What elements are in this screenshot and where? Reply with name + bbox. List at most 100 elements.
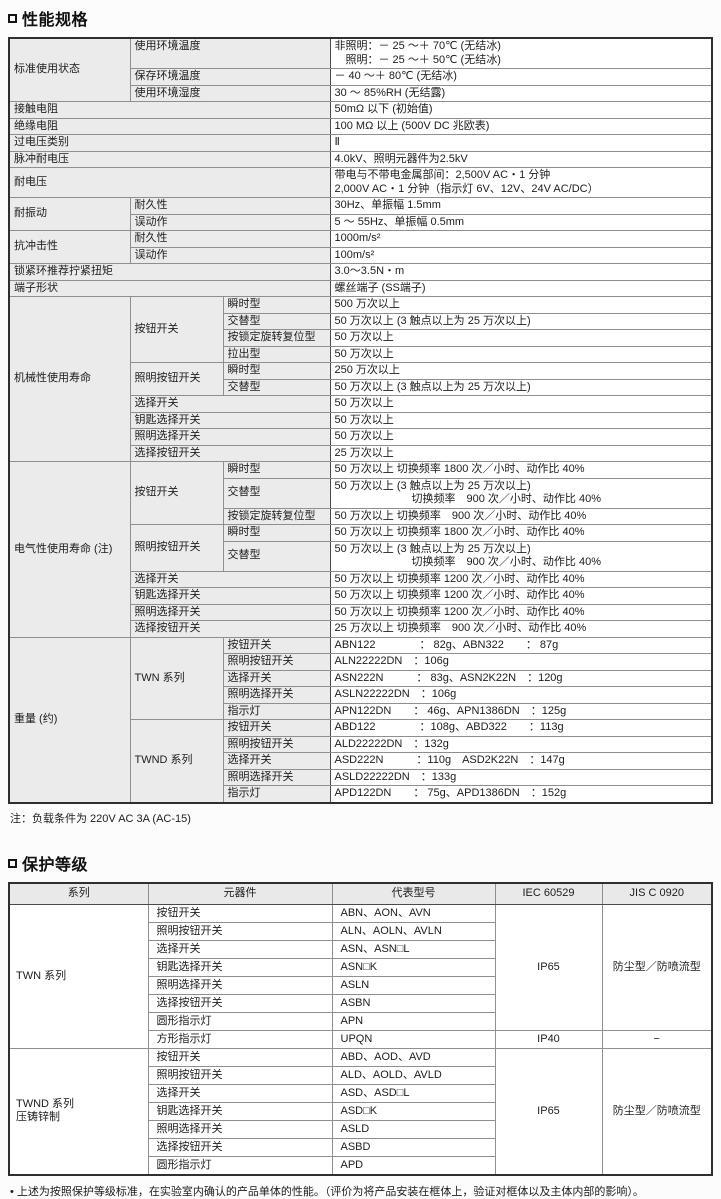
load-condition-note: 注：负载条件为 220V AC 3A (AC-15): [10, 812, 191, 825]
row-label-cell: 电气性使用寿命 (注): [8, 461, 131, 638]
value-cell: 5 ～ 55Hz、单振幅 0.5mm: [329, 213, 713, 231]
table-row: 选择按钮开关 25 万次以上 切换频率 900 次／小时、动作比 40%: [9, 620, 713, 638]
table-row: 照明选择开关 ASLD: [9, 1120, 712, 1139]
row-label-cell: 指示灯: [222, 702, 331, 720]
row-label-cell: 误动作: [129, 246, 331, 264]
table-row: TWND 系列 按钮开关 ABD122 ：108g、ABD322 ：113g: [9, 719, 713, 803]
row-label-cell: 使用环境温度: [129, 37, 331, 69]
table-row: 选择按钮开关 ASBN: [9, 994, 712, 1013]
row-label-cell: 瞬时型: [222, 296, 331, 314]
row-label-cell: 照明选择开关: [129, 428, 331, 446]
table-row: 圆形指示灯 APD: [9, 1156, 712, 1175]
row-label-cell: 照明选择开关: [222, 768, 331, 786]
row-label-cell: 拉出型: [222, 345, 331, 363]
table-row: 电气性使用寿命 (注) 按钮开关 瞬时型 50 万次以上 切换频率 1800 次／小时…: [8, 461, 713, 638]
table-row: 过电压类别 Ⅱ: [8, 134, 713, 152]
performance-spec-table-body: 标准使用状态 使用环境温度 非照明：－ 25 ～＋ 70℃ (无结冰) 照明：－ 2…: [8, 37, 713, 803]
model-number-cell: ABD、AOD、AVD: [331, 1048, 496, 1067]
model-number-cell: UPQN: [331, 1030, 496, 1049]
value-cell: 4.0kV、照明元器件为2.5kV: [329, 150, 713, 168]
component-cell: 选择开关: [147, 1084, 333, 1103]
value-cell: 50 万次以上 切换频率 900 次／小时、动作比 40%: [329, 507, 713, 525]
row-label-cell: 选择按钮开关: [129, 620, 331, 638]
row-label-cell: 抗冲击性: [8, 230, 131, 264]
row-label-cell: 瞬时型: [222, 362, 331, 380]
row-label-cell: 机械性使用寿命: [8, 296, 131, 462]
table-row: 耐振动 耐久性 30Hz、单振幅 1.5mm: [8, 197, 713, 231]
value-cell: 250 万次以上: [329, 362, 713, 380]
table-row: 标准使用状态 使用环境温度 非照明：－ 25 ～＋ 70℃ (无结冰) 照明：－ 2…: [8, 37, 713, 102]
row-label-cell: 选择开关: [129, 395, 331, 413]
value-cell: 50 万次以上: [329, 395, 713, 413]
performance-section-title: 性能规格: [8, 6, 713, 30]
table-row: 照明按钮开关 瞬时型 50 万次以上 切换频率 1800 次／小时、动作比 40%: [9, 524, 713, 572]
value-cell: 50 万次以上: [329, 345, 713, 363]
row-label-cell: 端子形状: [8, 279, 331, 297]
row-label-cell: 交替型: [222, 312, 331, 330]
table-row: 交替型 50 万次以上 (3 触点以上为 25 万次以上): [9, 312, 713, 330]
row-label-cell: 耐久性: [129, 230, 331, 248]
row-label-cell: 标准使用状态: [8, 37, 131, 102]
row-label-cell: 钥匙选择开关: [129, 587, 331, 605]
model-number-cell: ABN、AON、AVN: [331, 904, 496, 923]
value-cell: 50 万次以上 切换频率 1200 次／小时、动作比 40%: [329, 587, 713, 605]
component-cell: 照明按钮开关: [147, 1066, 333, 1085]
table-row: 照明选择开关 ASLN: [9, 976, 712, 995]
model-number-cell: ASD、ASD□L: [331, 1084, 496, 1103]
table-row: 锁紧环推荐拧紧扭矩 3.0～3.5N・m: [8, 263, 713, 281]
table-row: TWND 系列 压铸锌制 按钮开关 ABD、AOD、AVD IP65 防尘型／防喷流型: [8, 1048, 713, 1175]
table-row: 照明选择开关 ASLN22222DN ：106g: [9, 686, 713, 704]
value-cell: 防尘型／防喷流型: [601, 904, 713, 1031]
protection-title-text: 保护等级: [22, 856, 89, 874]
value-cell: 30Hz、单振幅 1.5mm: [329, 197, 713, 215]
row-label-cell: 重量 (约): [8, 636, 131, 803]
row-label-cell: TWN 系列: [129, 636, 224, 720]
model-number-cell: ALN、AOLN、AVLN: [331, 922, 496, 941]
model-number-cell: APD: [331, 1156, 496, 1175]
value-cell: － 40 ～＋ 80℃ (无结冰): [329, 68, 713, 86]
model-number-cell: ASD□K: [331, 1102, 496, 1121]
row-label-cell: 选择开关: [222, 669, 331, 687]
row-label-cell: 钥匙选择开关: [129, 411, 331, 429]
value-cell: 50 万次以上 (3 触点以上为 25 万次以上): [329, 378, 713, 396]
series-label-cell: TWND 系列 压铸锌制: [8, 1048, 149, 1175]
value-cell: ASD222N ：110g ASD2K22N ：147g: [329, 752, 713, 770]
row-label-cell: 误动作: [129, 213, 331, 231]
value-cell: 50 万次以上 (3 触点以上为 25 万次以上): [329, 312, 713, 330]
row-label-cell: 选择开关: [129, 570, 331, 588]
model-number-cell: ASN□K: [331, 958, 496, 977]
row-label-cell: 耐电压: [8, 167, 331, 198]
table-row: 照明选择开关 50 万次以上: [9, 428, 713, 446]
value-cell: 防尘型／防喷流型: [601, 1048, 713, 1175]
value-cell: ASN222N ： 83g、ASN2K22N ：120g: [329, 669, 713, 687]
value-cell: ASLD22222DN ：133g: [329, 768, 713, 786]
table-row: 照明按钮开关 瞬时型 250 万次以上: [9, 362, 713, 396]
row-label-cell: 按锁定旋转复位型: [222, 507, 331, 525]
model-number-cell: APN: [331, 1012, 496, 1031]
row-label-cell: 按钮开关: [222, 719, 331, 737]
value-cell: 50 万次以上 (3 触点以上为 25 万次以上) 切换频率 900 次／小时、…: [329, 540, 713, 572]
row-label-cell: 照明按钮开关: [129, 362, 224, 396]
value-cell: 50 万次以上: [329, 428, 713, 446]
table-row: 误动作 5 ～ 55Hz、单振幅 0.5mm: [9, 213, 713, 231]
component-cell: 方形指示灯: [147, 1030, 333, 1049]
table-row: 误动作 100m/s²: [9, 246, 713, 264]
column-header: JIS C 0920: [601, 882, 713, 905]
column-header: IEC 60529: [494, 882, 603, 905]
row-label-cell: 交替型: [222, 477, 331, 509]
value-cell: 500 万次以上: [329, 296, 713, 314]
square-bullet-icon: [8, 858, 17, 868]
value-cell: 30 ～ 85%RH (无结露): [329, 84, 713, 102]
value-cell: 100m/s²: [329, 246, 713, 264]
table-row: 钥匙选择开关 50 万次以上: [9, 411, 713, 429]
row-label-cell: 按钮开关: [129, 461, 224, 525]
row-label-cell: 照明选择开关: [129, 603, 331, 621]
value-cell: 1000m/s²: [329, 230, 713, 248]
model-number-cell: ASLD: [331, 1120, 496, 1139]
model-number-cell: ASBN: [331, 994, 496, 1013]
table-row: 指示灯 APN122DN ： 46g、APN1386DN ：125g: [9, 702, 713, 720]
protection-section-title: 保护等级: [8, 851, 713, 875]
row-label-cell: 瞬时型: [222, 524, 331, 542]
component-cell: 选择按钮开关: [147, 1138, 333, 1157]
table-row: 选择开关 50 万次以上 切换频率 1200 次／小时、动作比 40%: [9, 570, 713, 588]
